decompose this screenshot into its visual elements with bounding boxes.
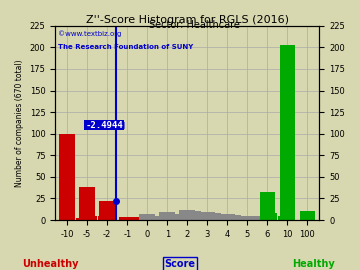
Text: Healthy: Healthy xyxy=(292,259,334,269)
Bar xyxy=(239,216,255,220)
Bar xyxy=(59,134,75,220)
Bar xyxy=(260,193,275,220)
Bar xyxy=(278,216,284,220)
Bar xyxy=(69,217,72,220)
Bar xyxy=(99,201,115,220)
Y-axis label: Number of companies (670 total): Number of companies (670 total) xyxy=(15,59,24,187)
Text: The Research Foundation of SUNY: The Research Foundation of SUNY xyxy=(58,44,193,50)
Bar xyxy=(173,214,181,220)
Bar xyxy=(300,211,315,220)
Bar xyxy=(153,216,161,220)
Bar xyxy=(134,218,141,220)
Text: Sector: Healthcare: Sector: Healthcare xyxy=(149,20,240,30)
Bar xyxy=(179,210,195,220)
Bar xyxy=(79,187,95,220)
Bar xyxy=(139,214,155,220)
Bar xyxy=(79,218,82,220)
Text: -2.4944: -2.4944 xyxy=(85,121,123,130)
Bar xyxy=(72,218,75,220)
Text: Unhealthy: Unhealthy xyxy=(22,259,78,269)
Bar xyxy=(159,212,175,220)
Bar xyxy=(199,212,215,220)
Bar xyxy=(98,216,103,220)
Bar xyxy=(253,216,261,220)
Bar xyxy=(193,211,202,220)
Bar xyxy=(76,218,78,220)
Title: Z''-Score Histogram for RGLS (2016): Z''-Score Histogram for RGLS (2016) xyxy=(86,15,289,25)
Bar xyxy=(271,213,277,220)
Bar xyxy=(120,217,135,220)
Bar xyxy=(213,213,221,220)
Text: Score: Score xyxy=(165,259,195,269)
Bar xyxy=(220,214,235,220)
Bar xyxy=(280,45,295,220)
Bar xyxy=(233,215,242,220)
Bar xyxy=(91,216,96,220)
Text: ©www.textbiz.org: ©www.textbiz.org xyxy=(58,31,121,37)
